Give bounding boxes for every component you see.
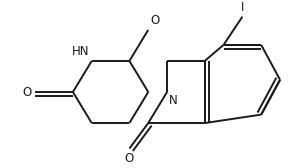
Text: O: O <box>150 14 159 27</box>
Text: O: O <box>22 86 32 98</box>
Text: N: N <box>169 94 178 107</box>
Text: HN: HN <box>72 45 90 58</box>
Text: I: I <box>241 1 244 14</box>
Text: O: O <box>125 152 134 165</box>
